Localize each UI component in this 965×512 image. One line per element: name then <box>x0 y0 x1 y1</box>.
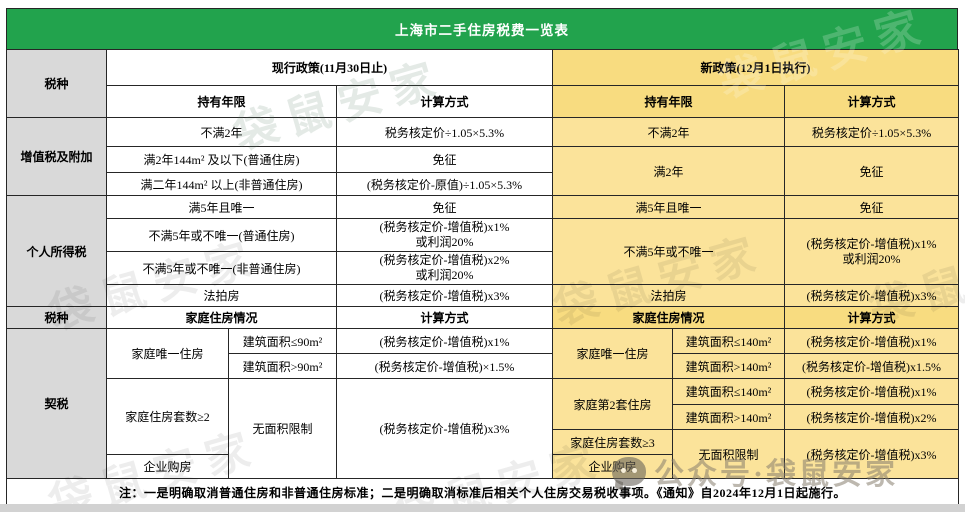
deed-current-area: 建筑面积≤90m² <box>228 328 337 354</box>
deed-new-area: 建筑面积≤140m² <box>672 378 786 405</box>
table-row: 家庭住房套数≥2 无面积限制 (税务核定价-增值税)x3% 家庭第2套住房 建筑… <box>7 378 960 479</box>
vat-new-calc: 免征 <box>784 146 960 196</box>
table-row: 家庭住房套数≥3 无面积限制 (税务核定价-增值税)x3% <box>7 429 960 479</box>
deed-current-only-home: 家庭唯一住房 <box>106 328 229 379</box>
table-row: 法拍房 (税务核定价-增值税)x3% 法拍房 (税务核定价-增值税)x3% <box>7 284 960 307</box>
deed-new-no-area-limit: 无面积限制 <box>672 429 786 479</box>
header2-tax-type: 税种 <box>6 306 107 329</box>
table-row: 契税 家庭唯一住房 建筑面积≤90m² (税务核定价-增值税)x1% 家庭唯一住… <box>6 328 960 479</box>
page-title: 上海市二手住房税费一览表 <box>6 8 958 49</box>
header-calc-method-current: 计算方式 <box>335 85 554 118</box>
deed-new-calc: (税务核定价-增值税)x1% <box>784 378 960 405</box>
tax-sheet: 上海市二手住房税费一览表 税种 现行政策(11月30日止) 新政策(12月1日执… <box>5 8 960 506</box>
deed-current-no-area-limit: 无面积限制 <box>228 378 337 479</box>
table-row: 增值税及附加 不满2年 税务核定价÷1.05×5.3% 不满2年 税务核定价÷1… <box>6 117 960 196</box>
pit-new-calc: 免征 <box>784 195 960 219</box>
header2-calc-method-current: 计算方式 <box>335 306 554 329</box>
header-new-policy: 新政策(12月1日执行) <box>552 49 960 86</box>
pit-current-calc: 免征 <box>335 195 554 219</box>
deed-new-calc: (税务核定价-增值税)x1% <box>784 328 960 354</box>
vat-current-cond: 不满2年 <box>106 117 337 147</box>
pit-current-cond: 满5年且唯一 <box>106 195 337 219</box>
deed-current-multi-home: 家庭住房套数≥2 <box>106 378 229 455</box>
header-current-policy: 现行政策(11月30日止) <box>105 49 554 86</box>
deed-new-company: 企业购房 <box>552 454 674 479</box>
bottom-edge-strip <box>0 504 965 512</box>
deed-new-second-home: 家庭第2套住房 <box>552 378 674 430</box>
table-row: 不满5年或不唯一(非普通住房) (税务核定价-增值税)x2% 或利润20% <box>7 251 959 285</box>
deed-current-company: 企业购房 <box>106 454 229 479</box>
header2-family-housing-new: 家庭住房情况 <box>552 306 786 329</box>
vat-new-cond: 不满2年 <box>552 117 786 147</box>
header-holding-period-new: 持有年限 <box>552 85 786 118</box>
vat-current-calc: (税务核定价-原值)÷1.05×5.3% <box>335 172 554 196</box>
table-row: 满2年144m² 及以下(普通住房) 免征 满2年 免征 <box>7 146 960 196</box>
table-row: 不满5年或不唯一(普通住房) (税务核定价-增值税)x1% 或利润20% 不满5… <box>7 218 960 285</box>
table-row: 个人所得税 满5年且唯一 免征 满5年且唯一 免征 <box>6 195 960 307</box>
table-row: 建筑面积>140m² (税务核定价-增值税)x2% <box>7 404 960 430</box>
vat-new-calc: 税务核定价÷1.05×5.3% <box>784 117 960 147</box>
label-income-tax: 个人所得税 <box>6 195 107 307</box>
header2-family-housing-current: 家庭住房情况 <box>106 306 337 329</box>
table-row: 注：一是明确取消普通住房和非普通住房标准；二是明确取消标准后相关个人住房交易税收… <box>5 478 960 506</box>
pit-new-cond: 满5年且唯一 <box>552 195 786 219</box>
header2-calc-method-new: 计算方式 <box>784 306 960 329</box>
deed-new-area: 建筑面积≤140m² <box>672 328 786 354</box>
table-row: 税种 现行政策(11月30日止) 新政策(12月1日执行) <box>6 49 960 118</box>
table-row: 持有年限 计算方式 持有年限 计算方式 <box>7 85 960 118</box>
pit-new-cond: 不满5年或不唯一 <box>552 218 786 285</box>
vat-new-cond: 满2年 <box>552 146 786 196</box>
pit-current-cond: 不满5年或不唯一(非普通住房) <box>106 251 337 285</box>
vat-current-cond: 满二年144m² 以上(非普通住房) <box>106 172 337 196</box>
header-tax-type: 税种 <box>6 49 107 118</box>
deed-new-multi-calc: (税务核定价-增值税)x3% <box>784 429 960 479</box>
pit-current-calc: (税务核定价-增值税)x2% 或利润20% <box>335 251 554 285</box>
vat-current-calc: 免征 <box>335 146 554 173</box>
pit-current-cond: 法拍房 <box>106 284 337 307</box>
deed-new-area: 建筑面积>140m² <box>672 353 786 379</box>
deed-current-multi-calc: (税务核定价-增值税)x3% <box>335 378 554 479</box>
vat-current-cond: 满2年144m² 及以下(普通住房) <box>106 146 337 173</box>
pit-new-calc: (税务核定价-增值税)x1% 或利润20% <box>784 218 960 285</box>
deed-new-area: 建筑面积>140m² <box>672 404 786 430</box>
label-vat: 增值税及附加 <box>6 117 107 196</box>
table-row: 满二年144m² 以上(非普通住房) (税务核定价-原值)÷1.05×5.3% <box>7 172 959 196</box>
pit-current-calc: (税务核定价-增值税)x3% <box>335 284 554 307</box>
deed-new-calc: (税务核定价-增值税)x1.5% <box>784 353 960 379</box>
pit-current-cond: 不满5年或不唯一(普通住房) <box>106 218 337 252</box>
footer-note: 注：一是明确取消普通住房和非普通住房标准；二是明确取消标准后相关个人住房交易税收… <box>5 478 960 506</box>
label-deed-tax: 契税 <box>6 328 107 479</box>
pit-new-calc: (税务核定价-增值税)x3% <box>784 284 960 307</box>
deed-new-calc: (税务核定价-增值税)x2% <box>784 404 960 430</box>
header-calc-method-new: 计算方式 <box>784 85 960 118</box>
pit-new-cond: 法拍房 <box>552 284 786 307</box>
deed-new-only-home: 家庭唯一住房 <box>552 328 674 379</box>
deed-current-area: 建筑面积>90m² <box>228 353 337 379</box>
table-row: 税种 家庭住房情况 计算方式 家庭住房情况 计算方式 <box>6 306 960 329</box>
header-holding-period-current: 持有年限 <box>106 85 337 118</box>
tax-table: 税种 现行政策(11月30日止) 新政策(12月1日执行) 持有年限 计算方式 … <box>5 49 960 506</box>
deed-current-calc: (税务核定价-增值税)×1.5% <box>335 353 554 379</box>
vat-current-calc: 税务核定价÷1.05×5.3% <box>335 117 554 147</box>
deed-new-multi-home: 家庭住房套数≥3 <box>552 429 674 455</box>
pit-current-calc: (税务核定价-增值税)x1% 或利润20% <box>335 218 554 252</box>
deed-current-calc: (税务核定价-增值税)x1% <box>335 328 554 354</box>
